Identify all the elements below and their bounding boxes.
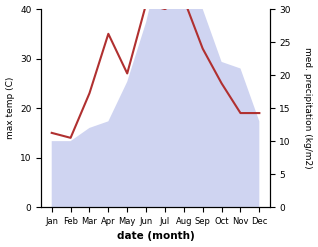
Y-axis label: med. precipitation (kg/m2): med. precipitation (kg/m2) — [303, 47, 313, 169]
X-axis label: date (month): date (month) — [117, 231, 194, 242]
Y-axis label: max temp (C): max temp (C) — [5, 77, 15, 139]
